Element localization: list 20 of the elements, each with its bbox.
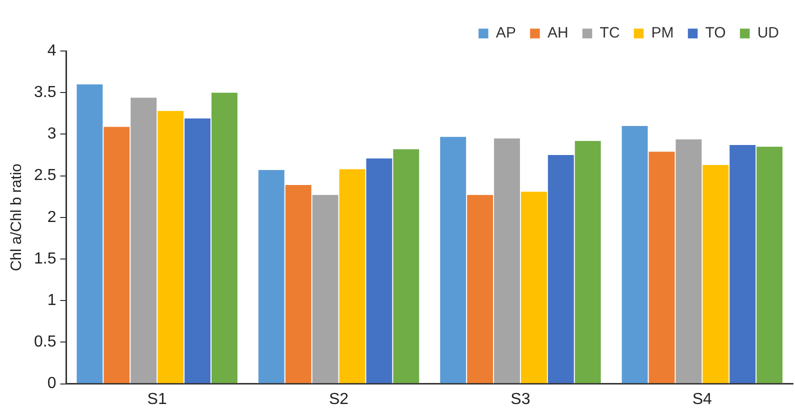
y-tick-label: 0.5: [34, 334, 56, 351]
y-tick-label: 3.5: [34, 84, 56, 102]
x-tick-label: S1: [147, 390, 167, 408]
legend-label: PM: [651, 24, 674, 42]
y-tick-label: 2: [47, 208, 56, 226]
legend-label: AP: [496, 24, 516, 42]
y-tick-label: 3: [47, 126, 56, 143]
y-tick-label: 1.5: [34, 250, 56, 268]
x-tick-label: S3: [510, 390, 530, 408]
legend-label: UD: [757, 24, 780, 42]
x-tick-label: S4: [692, 390, 712, 408]
legend-label: AH: [547, 24, 568, 42]
y-tick-label: 4: [47, 42, 56, 60]
y-tick-label: 1: [47, 292, 56, 310]
legend-label: TO: [705, 24, 726, 42]
y-tick-label: 0: [47, 375, 56, 392]
legend-label: TC: [600, 24, 620, 42]
y-axis-title: Chl a/Chl b ratio: [8, 164, 26, 272]
y-tick-label: 2.5: [34, 167, 56, 184]
x-tick-label: S2: [328, 390, 349, 408]
